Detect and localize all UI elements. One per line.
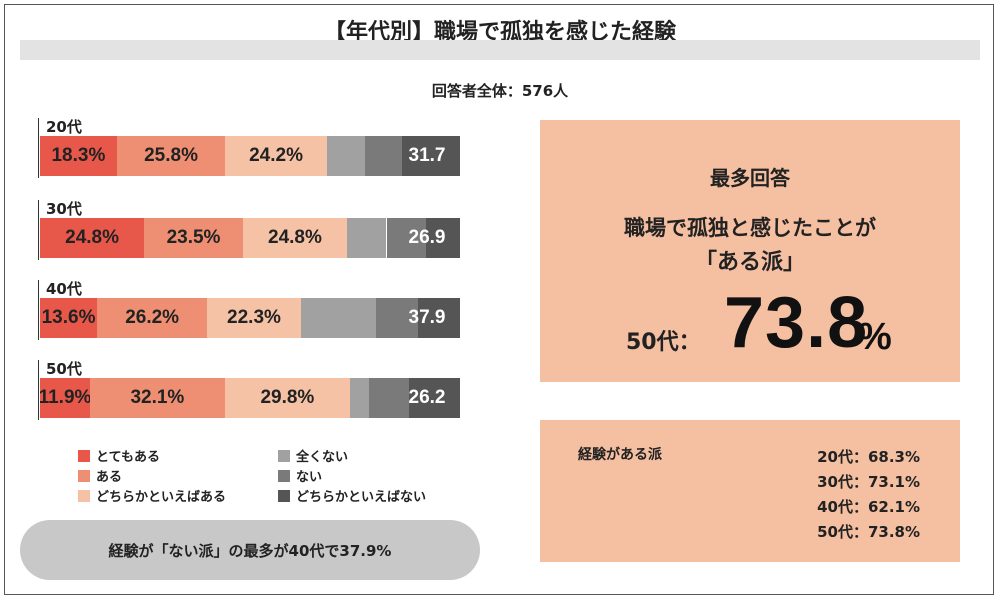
experience-item-20s: 20代：68.3% (817, 448, 920, 466)
bar-segment (349, 378, 370, 418)
bar-segment (326, 136, 365, 176)
summary-panel: 最多回答 職場で孤独と感じたことが 「ある派」 50代： 73.8 % (540, 120, 960, 382)
bar-segment (425, 218, 460, 258)
legend-label: ある (96, 470, 123, 485)
experience-panel: 経験がある派 20代：68.3% 30代：73.1% 40代：62.1% 50代… (540, 420, 960, 562)
callout-text: 経験が「ない派」の最多が40代で37.9% (108, 541, 392, 560)
data-label: 24.8% (65, 227, 120, 248)
negative-total-label: 31.7 (408, 145, 446, 166)
legend-swatch (278, 469, 290, 482)
data-label: 13.6% (41, 307, 96, 328)
legend-label: 全くない (296, 450, 349, 465)
data-label: 32.1% (130, 387, 185, 408)
experience-item-30s: 30代：73.1% (817, 473, 920, 491)
bar-segment (402, 136, 460, 176)
bar-segment (300, 298, 376, 338)
legend-swatch (78, 469, 90, 482)
legend-item-totemo-aru: とてもある (78, 446, 160, 465)
summary-line2: 「ある派」 (694, 250, 805, 275)
bar-segment: 18.3% (40, 136, 117, 176)
legend-item-dochira-nai: どちらかといえばない (278, 486, 426, 505)
data-label: 18.3% (51, 145, 106, 166)
experience-item-50s: 50代：73.8% (817, 523, 920, 541)
legend-swatch (278, 449, 290, 462)
data-label: 25.8% (144, 145, 198, 166)
bar-segment (408, 378, 460, 418)
bar-segment (376, 298, 418, 338)
legend-label: どちらかといえばある (96, 490, 227, 505)
bar-segment: 26.2% (97, 298, 208, 338)
data-label: 22.3% (227, 307, 281, 328)
respondent-count: 回答者全体：576人 (431, 82, 569, 100)
bar-segment: 32.1% (89, 378, 225, 418)
figure-frame (4, 4, 994, 595)
summary-age-label: 50代： (626, 330, 701, 355)
category-label: 30代 (46, 200, 82, 218)
legend-label: どちらかといえばない (296, 490, 427, 505)
bar-segment (386, 218, 426, 258)
bar-segment: 25.8% (116, 136, 226, 176)
summary-line1: 職場で孤独と感じたことが (624, 216, 876, 240)
category-label: 50代 (46, 360, 82, 378)
row-axis-line (38, 200, 39, 260)
legend-label: ない (296, 470, 323, 485)
bar-segment (347, 218, 387, 258)
negative-total-label: 26.2 (408, 387, 446, 408)
title-underline-bar (20, 40, 980, 60)
bar-segment (417, 298, 460, 338)
category-label: 40代 (46, 280, 82, 298)
bar-segment (364, 136, 403, 176)
legend-swatch (78, 449, 90, 462)
bar-segment: 23.5% (144, 218, 243, 258)
legend-swatch (78, 489, 90, 502)
legend-label: とてもある (96, 450, 160, 465)
bar-segment: 22.3% (207, 298, 301, 338)
data-label: 23.5% (166, 227, 221, 248)
bar-segment: 29.8% (224, 378, 350, 418)
bar-segment: 24.8% (40, 218, 145, 258)
bar-segment (369, 378, 409, 418)
data-label: 24.2% (249, 145, 303, 166)
negative-total-label: 26.9 (408, 227, 446, 248)
data-label: 24.8% (268, 227, 322, 248)
row-axis-line (38, 360, 39, 420)
data-label: 29.8% (260, 387, 315, 408)
data-label: 26.2% (125, 307, 180, 328)
legend-item-dochira-aru: どちらかといえばある (78, 486, 226, 505)
summary-unit: % (858, 316, 892, 358)
row-axis-line (38, 118, 39, 178)
bar-segment: 24.8% (242, 218, 348, 258)
negative-total-label: 37.9 (408, 307, 446, 328)
experience-label: 経験がある派 (578, 447, 662, 463)
row-axis-line (38, 280, 39, 340)
bar-segment: 13.6% (40, 298, 98, 338)
summary-heading: 最多回答 (710, 166, 790, 190)
legend-item-nai: ない (278, 466, 322, 485)
experience-item-40s: 40代：62.1% (817, 498, 920, 516)
legend-swatch (278, 489, 290, 502)
summary-value: 73.8 (724, 283, 869, 363)
category-label: 20代 (46, 118, 82, 136)
callout-pill: 経験が「ない派」の最多が40代で37.9% (20, 520, 480, 580)
bar-segment: 11.9% (40, 378, 90, 418)
legend-item-aru: ある (78, 466, 122, 485)
bar-segment: 24.2% (225, 136, 327, 176)
legend-item-mattaku-nai: 全くない (278, 446, 348, 465)
data-label: 11.9% (40, 387, 90, 408)
